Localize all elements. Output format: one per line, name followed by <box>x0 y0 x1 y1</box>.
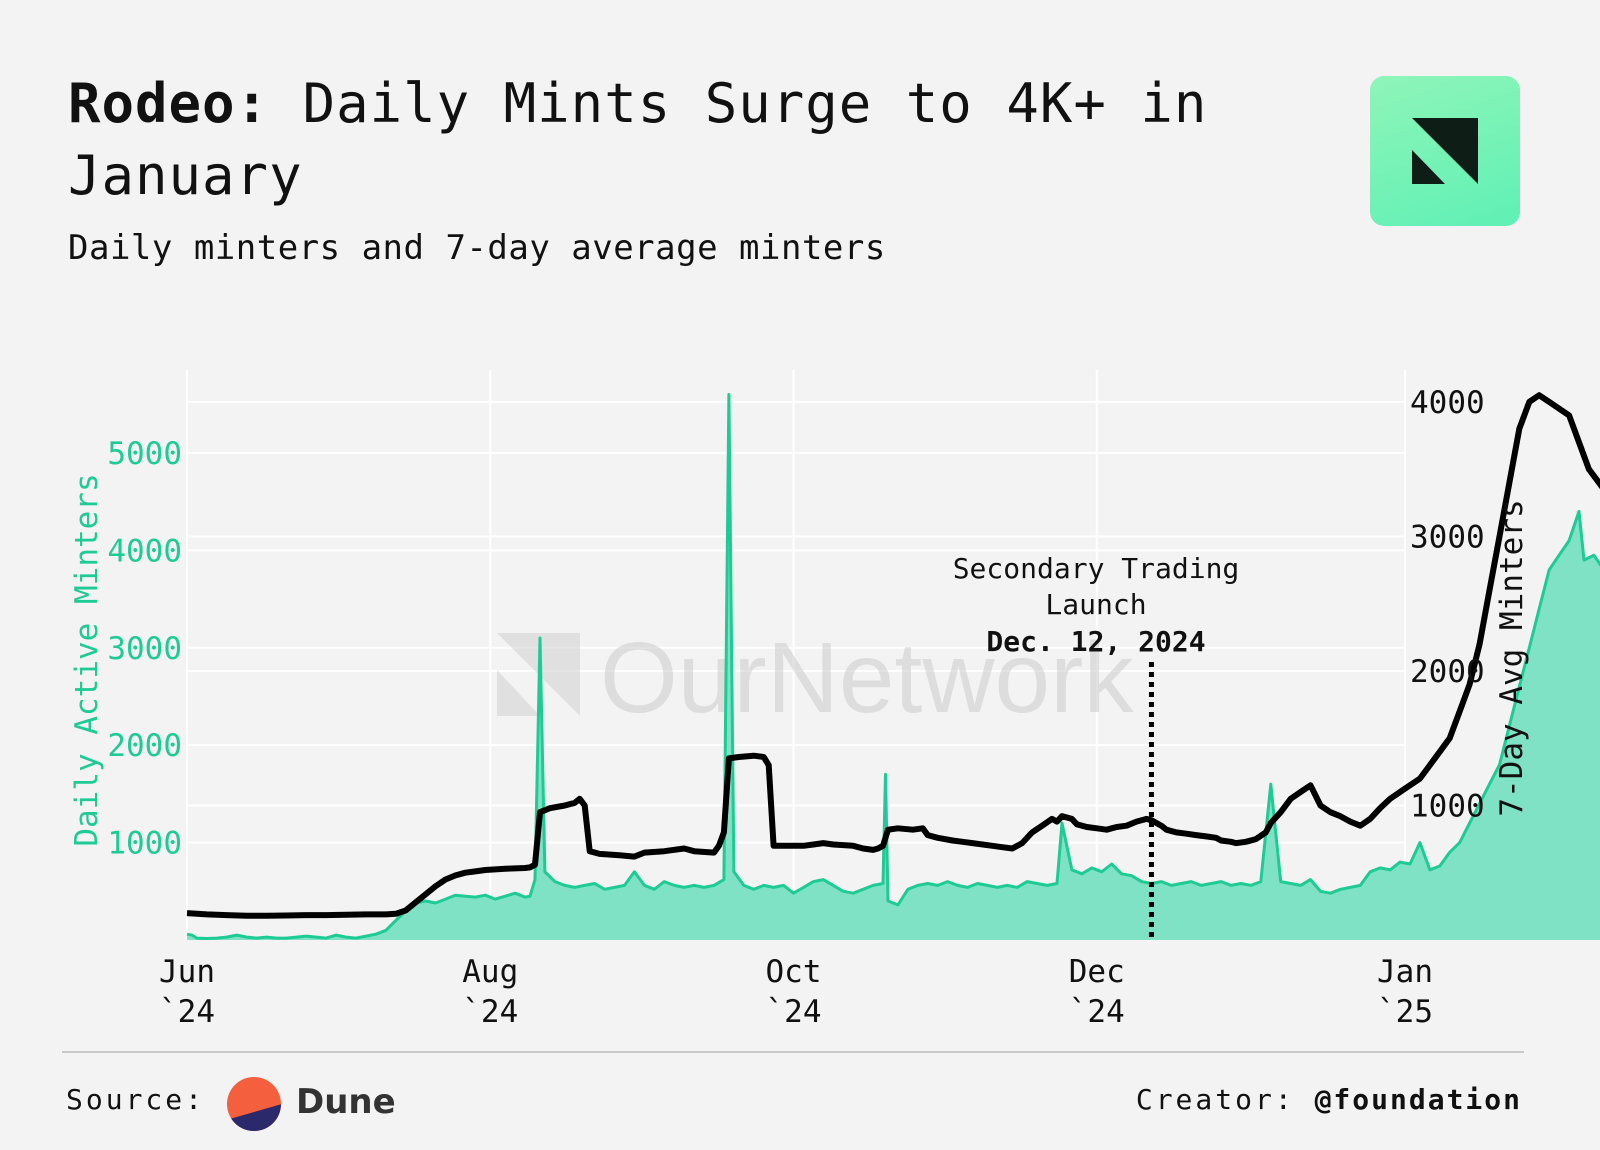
y-right-tick-label: 1000 <box>1410 788 1485 824</box>
daily-minters-line <box>186 393 1600 940</box>
annotation-date: Dec. 12, 2024 <box>986 625 1205 658</box>
chart-subtitle: Daily minters and 7-day average minters <box>68 228 886 268</box>
avg-minters-line <box>186 392 1600 919</box>
watermark-text: OurNetwork <box>600 622 1134 734</box>
y-left-tick-label: 1000 <box>107 826 182 862</box>
ournetwork-logo <box>1370 76 1520 226</box>
y-right-tick-label: 2000 <box>1410 654 1485 690</box>
y-left-tick-label: 3000 <box>107 631 182 667</box>
y-right-tick-label: 4000 <box>1410 385 1485 421</box>
chart-title-rest: Daily Mints Surge to 4K+ in January <box>68 72 1208 207</box>
daily-minters-area <box>187 394 1600 940</box>
source-label: Source: <box>66 1083 206 1116</box>
y-left-tick-label: 4000 <box>107 533 182 569</box>
x-tick-label-year: `24 <box>1069 994 1125 1030</box>
creator-label: Creator: <box>1135 1083 1295 1116</box>
creator-handle: @foundation <box>1314 1083 1522 1116</box>
x-tick-label: Aug <box>462 954 518 990</box>
creator-credit: Creator: @foundation <box>1136 1083 1522 1116</box>
dune-name: Dune <box>296 1082 396 1122</box>
footer-divider <box>62 1051 1524 1053</box>
x-tick-label-year: `24 <box>462 994 518 1030</box>
x-tick-label-year: `24 <box>159 994 215 1030</box>
watermark-icon <box>497 670 540 716</box>
y-left-tick-label: 5000 <box>107 436 182 472</box>
annotation-label-line1: Secondary Trading <box>953 552 1240 585</box>
chart-title: Rodeo: Daily Mints Surge to 4K+ in Janua… <box>68 68 1298 212</box>
x-tick-label-year: `25 <box>1377 994 1433 1030</box>
annotation-label-line2: Launch <box>1045 588 1146 621</box>
x-tick-label: Jan <box>1377 954 1433 990</box>
dune-logo-icon <box>227 1077 281 1131</box>
y-left-axis-title: Daily Active Minters <box>69 473 105 846</box>
chart-title-brand: Rodeo: <box>68 72 270 135</box>
x-tick-label: Jun <box>159 954 215 990</box>
x-tick-label: Oct <box>766 954 822 990</box>
y-right-axis-title: 7-Day Avg Minters <box>1494 499 1530 816</box>
ournetwork-logo-icon <box>1412 118 1478 184</box>
x-tick-label: Dec <box>1069 954 1125 990</box>
x-tick-label-year: `24 <box>766 994 822 1030</box>
y-left-tick-label: 2000 <box>107 728 182 764</box>
y-right-tick-label: 3000 <box>1410 519 1485 555</box>
